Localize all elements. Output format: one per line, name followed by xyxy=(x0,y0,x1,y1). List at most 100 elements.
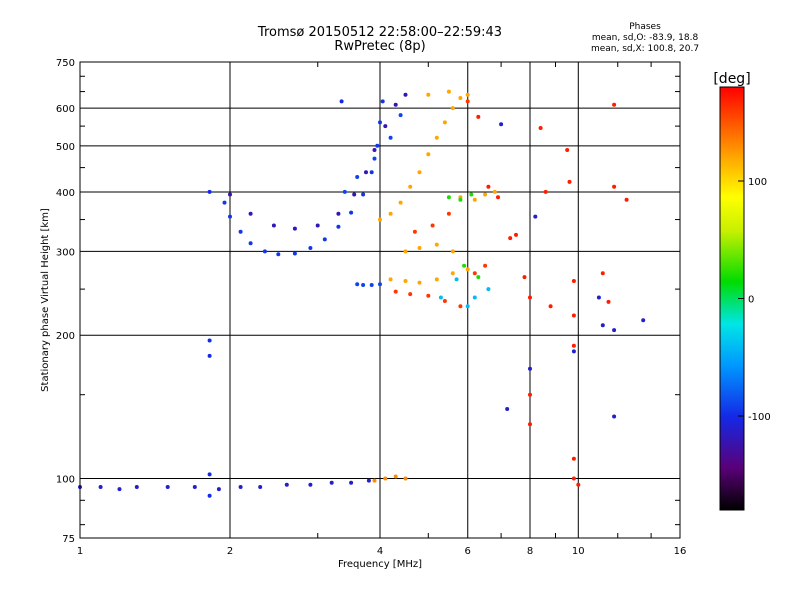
echo-point xyxy=(308,246,313,250)
echo-point xyxy=(571,456,576,461)
echo-point xyxy=(508,236,513,241)
echo-point xyxy=(388,277,393,282)
echo-point xyxy=(571,279,576,283)
echo-point xyxy=(417,246,422,250)
echo-point xyxy=(465,267,470,272)
echo-point xyxy=(378,217,382,222)
x-tick-label: 10 xyxy=(572,546,585,557)
echo-point xyxy=(450,249,455,254)
echo-point xyxy=(372,156,377,161)
data-points xyxy=(78,89,646,498)
echo-point xyxy=(446,211,451,216)
echo-point xyxy=(465,92,470,97)
echo-point xyxy=(369,283,374,287)
echo-point xyxy=(315,223,320,228)
echo-point xyxy=(462,263,467,268)
echo-point xyxy=(596,295,601,300)
echo-point xyxy=(624,197,629,202)
colorbar-ticks: 100 0 -100 xyxy=(738,177,771,423)
chart-subtitle: RwPretec (8p) xyxy=(334,39,426,54)
chart-title: Tromsø 20150512 22:58:00–22:59:43 xyxy=(257,25,503,40)
echo-point xyxy=(134,485,139,489)
echo-point xyxy=(369,170,374,175)
echo-point xyxy=(571,313,576,318)
echo-point xyxy=(378,120,382,125)
echo-point xyxy=(612,414,617,419)
echo-point xyxy=(571,343,576,348)
echo-point xyxy=(292,226,297,231)
echo-point xyxy=(434,277,439,282)
echo-point xyxy=(612,328,617,333)
echo-point xyxy=(398,200,403,205)
y-tick-label: 400 xyxy=(56,188,75,199)
echo-point xyxy=(465,99,470,104)
echo-point xyxy=(336,224,341,229)
echo-point xyxy=(600,271,605,276)
echo-point xyxy=(238,485,243,489)
echo-point xyxy=(388,211,393,216)
echo-point xyxy=(228,214,232,219)
echo-point xyxy=(438,295,443,300)
phase-stats-x: mean, sd,X: 100.8, 20.7 xyxy=(590,44,700,54)
echo-point xyxy=(528,295,532,300)
echo-point xyxy=(207,189,212,194)
echo-point xyxy=(446,195,451,200)
echo-point xyxy=(528,366,532,371)
echo-point xyxy=(258,485,263,489)
colorbar-tick-label: 0 xyxy=(748,295,754,306)
axis-ticks: 1 2 4 6 8 10 16 75 100 200 300 400 500 600 750 xyxy=(56,58,686,557)
echo-point xyxy=(483,192,488,197)
echo-point xyxy=(567,179,572,184)
echo-point xyxy=(417,170,422,175)
echo-point xyxy=(486,287,491,292)
echo-point xyxy=(393,102,398,107)
echo-point xyxy=(483,263,488,268)
echo-point xyxy=(492,189,497,194)
plot-frame xyxy=(79,61,681,539)
echo-point xyxy=(426,152,431,157)
y-tick-label: 100 xyxy=(56,475,75,486)
y-tick-label: 600 xyxy=(56,104,75,115)
echo-point xyxy=(383,124,388,129)
echo-point xyxy=(366,478,371,483)
x-tick-label: 6 xyxy=(465,546,471,557)
echo-point xyxy=(476,275,481,280)
echo-point xyxy=(329,480,334,485)
y-tick-label: 500 xyxy=(56,142,75,153)
echo-point xyxy=(426,92,431,97)
y-tick-label: 75 xyxy=(62,534,75,545)
echo-point xyxy=(248,241,253,246)
echo-point xyxy=(442,299,447,303)
echo-point xyxy=(486,184,491,189)
echo-point xyxy=(442,120,447,125)
echo-point xyxy=(262,249,267,254)
echo-point xyxy=(372,478,377,483)
echo-point xyxy=(375,143,380,148)
echo-point xyxy=(192,485,197,489)
echo-point xyxy=(276,252,281,257)
echo-point xyxy=(378,282,382,287)
echo-point xyxy=(505,407,510,411)
echo-point xyxy=(434,242,439,247)
echo-point xyxy=(393,474,398,479)
echo-point xyxy=(522,275,527,280)
echo-point xyxy=(472,295,477,300)
echo-point xyxy=(612,184,617,189)
echo-point xyxy=(349,210,354,215)
echo-point xyxy=(641,318,646,323)
echo-point xyxy=(543,189,548,194)
echo-point xyxy=(606,299,611,304)
x-tick-label: 16 xyxy=(674,546,687,557)
echo-point xyxy=(352,192,357,197)
echo-point xyxy=(207,353,212,358)
echo-point xyxy=(434,135,439,140)
phase-stats-o: mean, sd,O: -83.9, 18.8 xyxy=(591,33,699,43)
echo-point xyxy=(207,472,212,477)
echo-point xyxy=(412,229,417,234)
x-tick-label: 8 xyxy=(527,546,533,557)
echo-point xyxy=(408,292,413,297)
echo-point xyxy=(600,323,605,328)
echo-point xyxy=(372,148,377,152)
x-axis-label: Frequency [MHz] xyxy=(338,559,422,570)
